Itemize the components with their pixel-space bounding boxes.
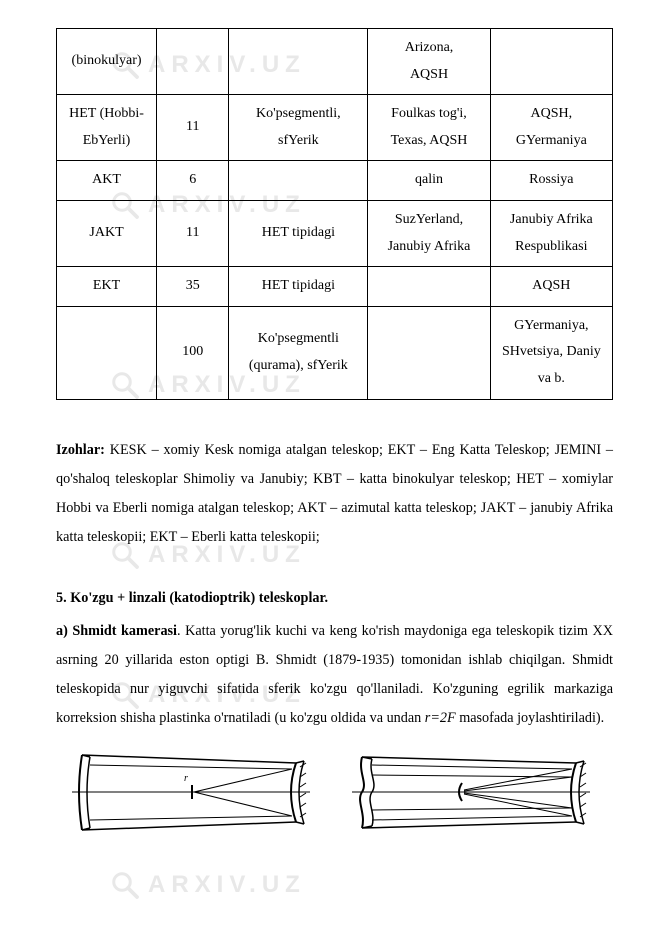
table-cell xyxy=(368,267,490,307)
table-cell: SuzYerland,Janubiy Afrika xyxy=(368,200,490,266)
table-cell: qalin xyxy=(368,161,490,201)
table-cell: AQSH xyxy=(490,267,612,307)
shmidt-paragraph: a) Shmidt kamerasi. Katta yorug'lik kuch… xyxy=(56,617,613,733)
table-cell: EKT xyxy=(57,267,157,307)
table-cell: AQSH,GYermaniya xyxy=(490,95,612,161)
notes-label: Izohlar: xyxy=(56,442,105,458)
table-cell: 100 xyxy=(157,306,229,399)
shmidt-text2: masofada joylashtiriladi). xyxy=(456,710,605,726)
telescope-table: (binokulyar)Arizona,AQSHHET (Hobbi-EbYer… xyxy=(56,28,613,400)
schmidt-diagram-2 xyxy=(344,745,594,840)
table-cell: HET (Hobbi-EbYerli) xyxy=(57,95,157,161)
table-cell xyxy=(490,29,612,95)
table-row: EKT35HET tipidagi AQSH xyxy=(57,267,613,307)
watermark-text: ARXIV.UZ xyxy=(148,871,306,899)
table-cell: Ko'psegmentli,sfYerik xyxy=(229,95,368,161)
table-row: HET (Hobbi-EbYerli)11Ko'psegmentli,sfYer… xyxy=(57,95,613,161)
table-cell: AKT xyxy=(57,161,157,201)
table-cell: Janubiy AfrikaRespublikasi xyxy=(490,200,612,266)
table-cell xyxy=(229,161,368,201)
table-cell xyxy=(229,29,368,95)
table-row: (binokulyar) Arizona,AQSH xyxy=(57,29,613,95)
shmidt-label: a) Shmidt kamerasi xyxy=(56,623,177,639)
table-cell: HET tipidagi xyxy=(229,200,368,266)
notes-text: KESK – xomiy Kesk nomiga atalgan telesko… xyxy=(56,442,613,545)
table-cell: 6 xyxy=(157,161,229,201)
table-cell: Ko'psegmentli(qurama), sfYerik xyxy=(229,306,368,399)
schmidt-diagram-1: r xyxy=(64,745,314,840)
optical-diagrams: r xyxy=(56,745,613,840)
table-row: 100Ko'psegmentli(qurama), sfYerik GYerman… xyxy=(57,306,613,399)
table-row: AKT6 qalinRossiya xyxy=(57,161,613,201)
table-cell: Foulkas tog'i,Texas, AQSH xyxy=(368,95,490,161)
table-cell: HET tipidagi xyxy=(229,267,368,307)
watermark: ARXIV.UZ xyxy=(110,870,306,900)
table-cell: (binokulyar) xyxy=(57,29,157,95)
table-cell: JAKT xyxy=(57,200,157,266)
table-cell: Arizona,AQSH xyxy=(368,29,490,95)
table-cell: 11 xyxy=(157,200,229,266)
table-cell: 11 xyxy=(157,95,229,161)
table-cell: Rossiya xyxy=(490,161,612,201)
table-row: JAKT11HET tipidagiSuzYerland,Janubiy Afr… xyxy=(57,200,613,266)
shmidt-formula: r=2F xyxy=(425,710,456,726)
notes-paragraph: Izohlar: KESK – xomiy Kesk nomiga atalga… xyxy=(56,436,613,552)
table-cell: GYermaniya,SHvetsiya, Daniyva b. xyxy=(490,306,612,399)
table-cell xyxy=(57,306,157,399)
table-cell xyxy=(157,29,229,95)
section-heading: 5. Ko'zgu + linzali (katodiоptrik) teles… xyxy=(56,590,613,607)
magnifier-icon xyxy=(110,870,140,900)
svg-text:r: r xyxy=(184,773,188,784)
table-cell: 35 xyxy=(157,267,229,307)
table-cell xyxy=(368,306,490,399)
